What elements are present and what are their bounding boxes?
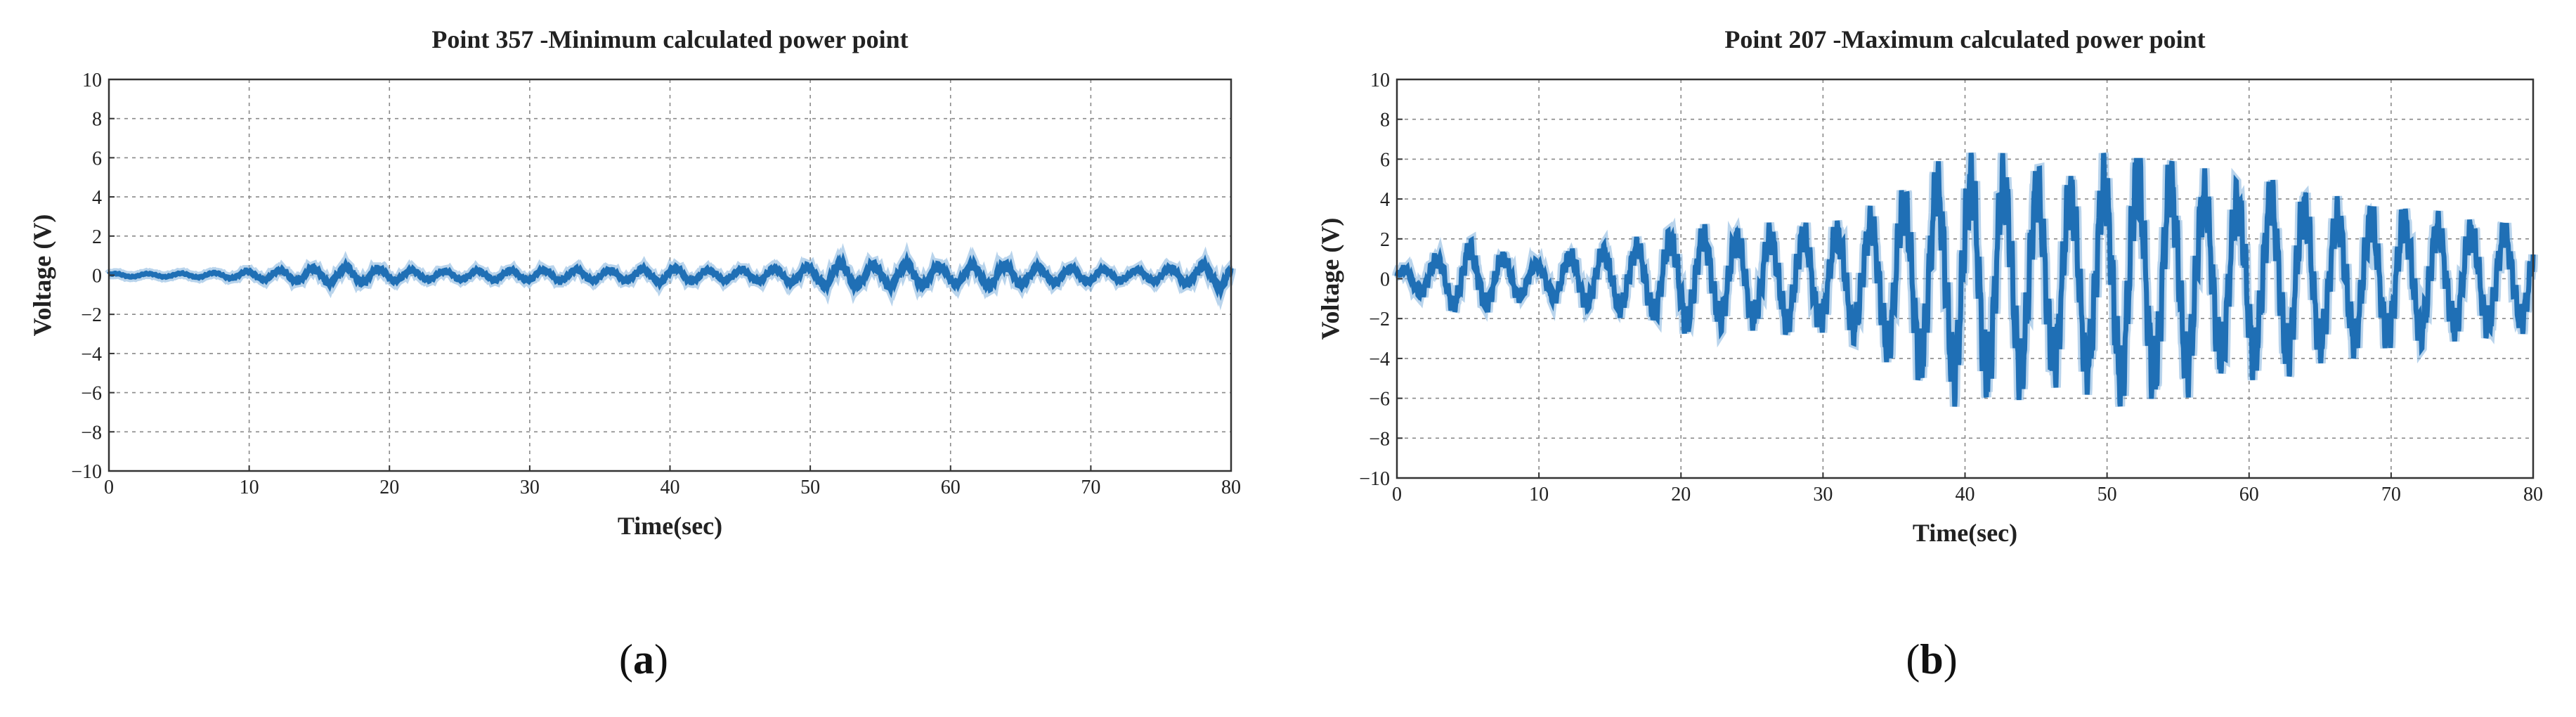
x-tick-label: 70 [1081, 477, 1100, 498]
chart-a-sublabel: (a) [619, 636, 668, 683]
y-tick-label: 10 [82, 70, 102, 91]
x-tick-label: 20 [1671, 484, 1691, 505]
chart-panel-a: Point 357 -Minimum calculated power poin… [28, 25, 1241, 683]
chart-b-sublabel: (b) [1906, 636, 1957, 683]
y-tick-label: 6 [1380, 149, 1390, 171]
y-tick-label: 10 [1370, 70, 1390, 91]
y-tick-label: −4 [81, 344, 102, 366]
chart-b-ylabel: Voltage (V) [1316, 218, 1344, 340]
x-tick-label: 30 [1813, 484, 1833, 505]
x-tick-label: 20 [379, 477, 399, 498]
x-tick-label: 50 [2097, 484, 2117, 505]
y-tick-label: −4 [1369, 349, 1390, 370]
x-tick-label: 40 [1956, 484, 1975, 505]
y-tick-label: 4 [92, 187, 102, 209]
x-tick-label: 30 [520, 477, 540, 498]
y-tick-label: 8 [1380, 110, 1390, 131]
y-tick-label: 6 [92, 148, 102, 169]
x-tick-label: 80 [2523, 484, 2543, 505]
x-tick-label: 70 [2381, 484, 2401, 505]
y-tick-label: 0 [92, 266, 102, 288]
chart-panel-b: Point 207 -Maximum calculated power poin… [1288, 0, 2576, 717]
chart-a-canvas: Point 357 -Minimum calculated power poin… [28, 25, 1241, 683]
chart-a-ylabel: Voltage (V) [28, 214, 56, 337]
y-tick-label: 4 [1380, 189, 1390, 211]
chart-a-xlabel: Time(sec) [618, 512, 722, 540]
y-tick-label: 8 [92, 109, 102, 131]
x-tick-label: 10 [240, 477, 259, 498]
chart-a-signal-line [107, 250, 1234, 302]
chart-b-canvas: Point 207 -Maximum calculated power poin… [1316, 25, 2543, 683]
y-tick-label: 2 [1380, 229, 1390, 251]
chart-b-title: Point 207 -Maximum calculated power poin… [1724, 25, 2205, 53]
x-tick-label: 60 [2239, 484, 2259, 505]
y-tick-label: −8 [1369, 428, 1390, 450]
x-tick-label: 80 [1221, 477, 1241, 498]
y-tick-label: 2 [92, 226, 102, 248]
x-tick-label: 50 [800, 477, 820, 498]
chart-a-title: Point 357 -Minimum calculated power poin… [431, 25, 908, 53]
y-tick-label: −6 [1369, 389, 1390, 411]
y-tick-label: −2 [1369, 309, 1390, 330]
y-tick-label: −10 [1359, 468, 1390, 490]
y-tick-label: −6 [81, 383, 102, 405]
x-tick-label: 40 [661, 477, 680, 498]
y-tick-label: 0 [1380, 269, 1390, 291]
x-tick-label: 0 [104, 477, 114, 498]
y-tick-label: −2 [81, 304, 102, 326]
x-tick-label: 60 [941, 477, 961, 498]
x-tick-label: 0 [1392, 484, 1402, 505]
chart-b-xlabel: Time(sec) [1913, 519, 2017, 547]
y-tick-label: −10 [71, 461, 102, 483]
x-tick-label: 10 [1529, 484, 1549, 505]
y-tick-label: −8 [81, 422, 102, 444]
chart-b-signal-line [1394, 153, 2536, 407]
